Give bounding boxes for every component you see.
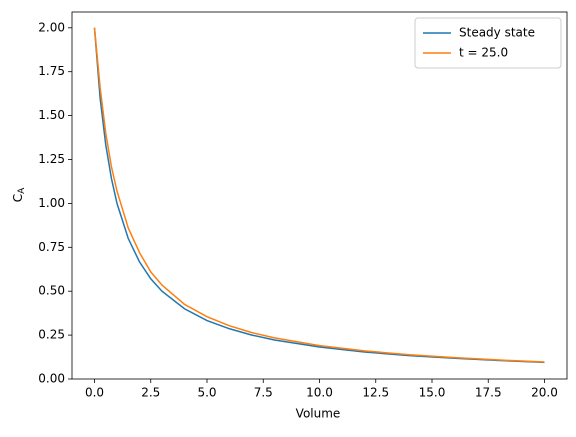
y-label-main: C (11, 194, 25, 202)
y-axis-label: CA (11, 187, 27, 202)
y-tick-label: 1.50 (38, 108, 65, 122)
x-axis-label: Volume (296, 407, 341, 421)
x-tick-label: 7.5 (254, 386, 273, 400)
y-tick-label: 1.25 (38, 152, 65, 166)
y-tick-label: 0.00 (38, 372, 65, 386)
y-tick-label: 1.00 (38, 196, 65, 210)
legend-box (414, 17, 562, 69)
line-series (93, 27, 545, 363)
x-tick-label: 5.0 (197, 386, 216, 400)
x-tick-label: 20.0 (531, 386, 558, 400)
y-tick-label: 0.50 (38, 284, 65, 298)
x-tick-label: 0.0 (85, 386, 104, 400)
y-tick-label: 1.75 (38, 64, 65, 78)
x-tick-label: 15.0 (419, 386, 446, 400)
y-tick-label: 0.25 (38, 328, 65, 342)
line-series (93, 27, 545, 364)
x-tick-label: 2.5 (141, 386, 160, 400)
legend-label: Steady state (459, 26, 535, 40)
y-label-sub: A (17, 187, 27, 194)
y-tick-label: 0.75 (38, 240, 65, 254)
x-tick-label: 12.5 (362, 386, 389, 400)
x-tick-label: 10.0 (306, 386, 333, 400)
legend-label: t = 25.0 (459, 46, 508, 60)
x-tick-label: 17.5 (475, 386, 502, 400)
y-tick-label: 2.00 (38, 20, 65, 34)
